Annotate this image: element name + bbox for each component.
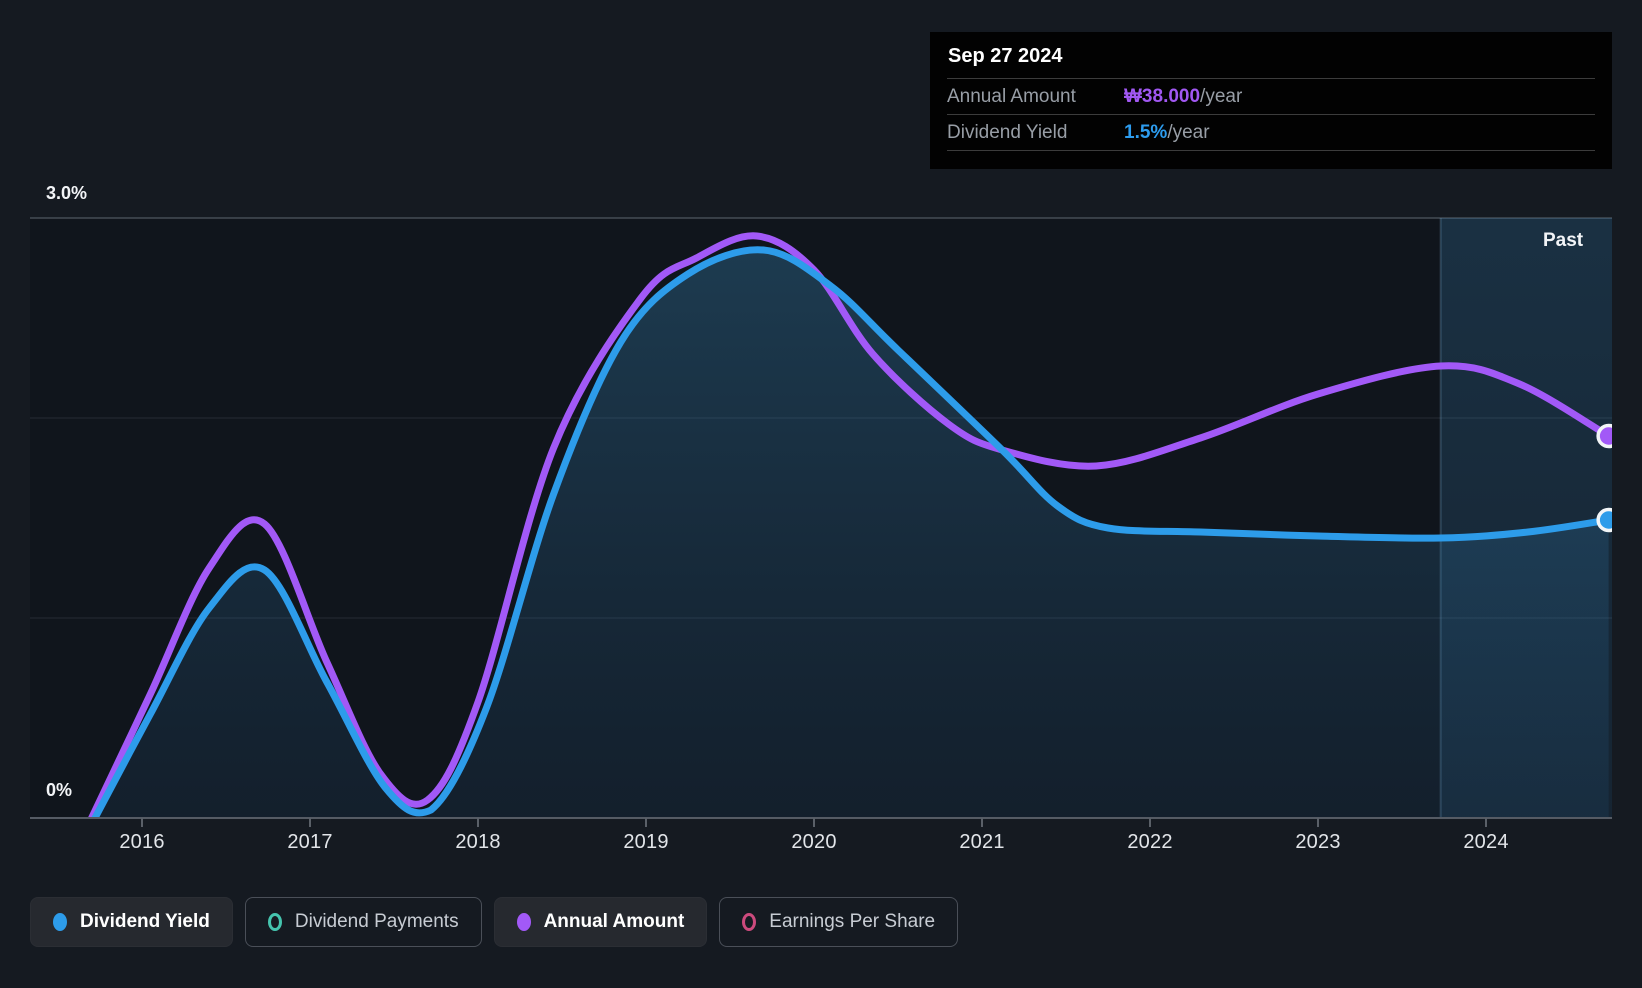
legend-label-dividend-yield: Dividend Yield <box>80 911 210 932</box>
tooltip-date: Sep 27 2024 <box>948 45 1063 67</box>
line-annual-amount <box>88 232 1612 818</box>
past-region-label: Past <box>1543 230 1584 251</box>
legend-button-annual-amount[interactable]: Annual Amount <box>493 897 708 947</box>
x-tick-label-2018: 2018 <box>455 831 501 853</box>
x-tick-label-2017: 2017 <box>287 831 333 853</box>
earnings-per-share-ring-icon <box>742 913 757 931</box>
legend-button-earnings-per-share[interactable]: Earnings Per Share <box>719 897 959 947</box>
line-dividend-yield <box>91 246 1612 818</box>
tooltip-row-annual-amount: Annual Amount ₩38.000/year <box>947 78 1595 114</box>
x-tick-label-2021: 2021 <box>959 831 1005 853</box>
series-layer <box>88 232 1619 818</box>
x-tick-label-2022: 2022 <box>1127 831 1173 853</box>
legend-label-dividend-payments: Dividend Payments <box>294 911 459 932</box>
axis-layer <box>30 817 1612 827</box>
tooltip-row-dividend-yield: Dividend Yield 1.5%/year <box>947 114 1595 150</box>
area-fill-dividend-yield <box>94 249 1609 818</box>
plot-hover-area[interactable] <box>30 205 1612 818</box>
tooltip-value-dividend-yield: 1.5% <box>1124 121 1168 143</box>
dividend-payments-ring-icon <box>267 913 282 931</box>
dividend-yield-dot-icon <box>53 913 67 931</box>
legend-button-dividend-payments[interactable]: Dividend Payments <box>244 897 482 947</box>
x-tick-label-2024: 2024 <box>1463 831 1509 853</box>
legend-button-dividend-yield[interactable]: Dividend Yield <box>30 897 233 947</box>
tooltip-label-annual-amount: Annual Amount <box>947 85 1076 107</box>
tooltip-label-dividend-yield: Dividend Yield <box>947 121 1068 143</box>
tooltip-bottom-divider <box>947 150 1595 151</box>
legend-label-earnings-per-share: Earnings Per Share <box>769 911 936 932</box>
y-axis-min-label: 0% <box>46 780 73 800</box>
legend-label-annual-amount: Annual Amount <box>543 911 685 932</box>
tooltip-value-annual-amount: ₩38.000 <box>1124 85 1201 107</box>
annual-amount-dot-icon <box>516 913 531 931</box>
tooltip-suffix-annual-amount: /year <box>1200 85 1243 107</box>
y-axis-max-label: 3.0% <box>46 183 88 203</box>
endpoint-dot-dividend-yield[interactable] <box>1596 507 1619 533</box>
tooltip-suffix-dividend-yield: /year <box>1167 121 1210 143</box>
chart-tooltip: Sep 27 2024 Annual Amount ₩38.000/year D… <box>930 32 1612 169</box>
x-tick-label-2016: 2016 <box>119 831 165 853</box>
x-tick-label-2020: 2020 <box>791 831 837 853</box>
chart-legend: Dividend Yield Dividend Payments Annual … <box>30 897 959 947</box>
x-tick-label-2023: 2023 <box>1295 831 1341 853</box>
endpoint-dot-annual-amount[interactable] <box>1596 423 1619 449</box>
x-tick-label-2019: 2019 <box>623 831 669 853</box>
